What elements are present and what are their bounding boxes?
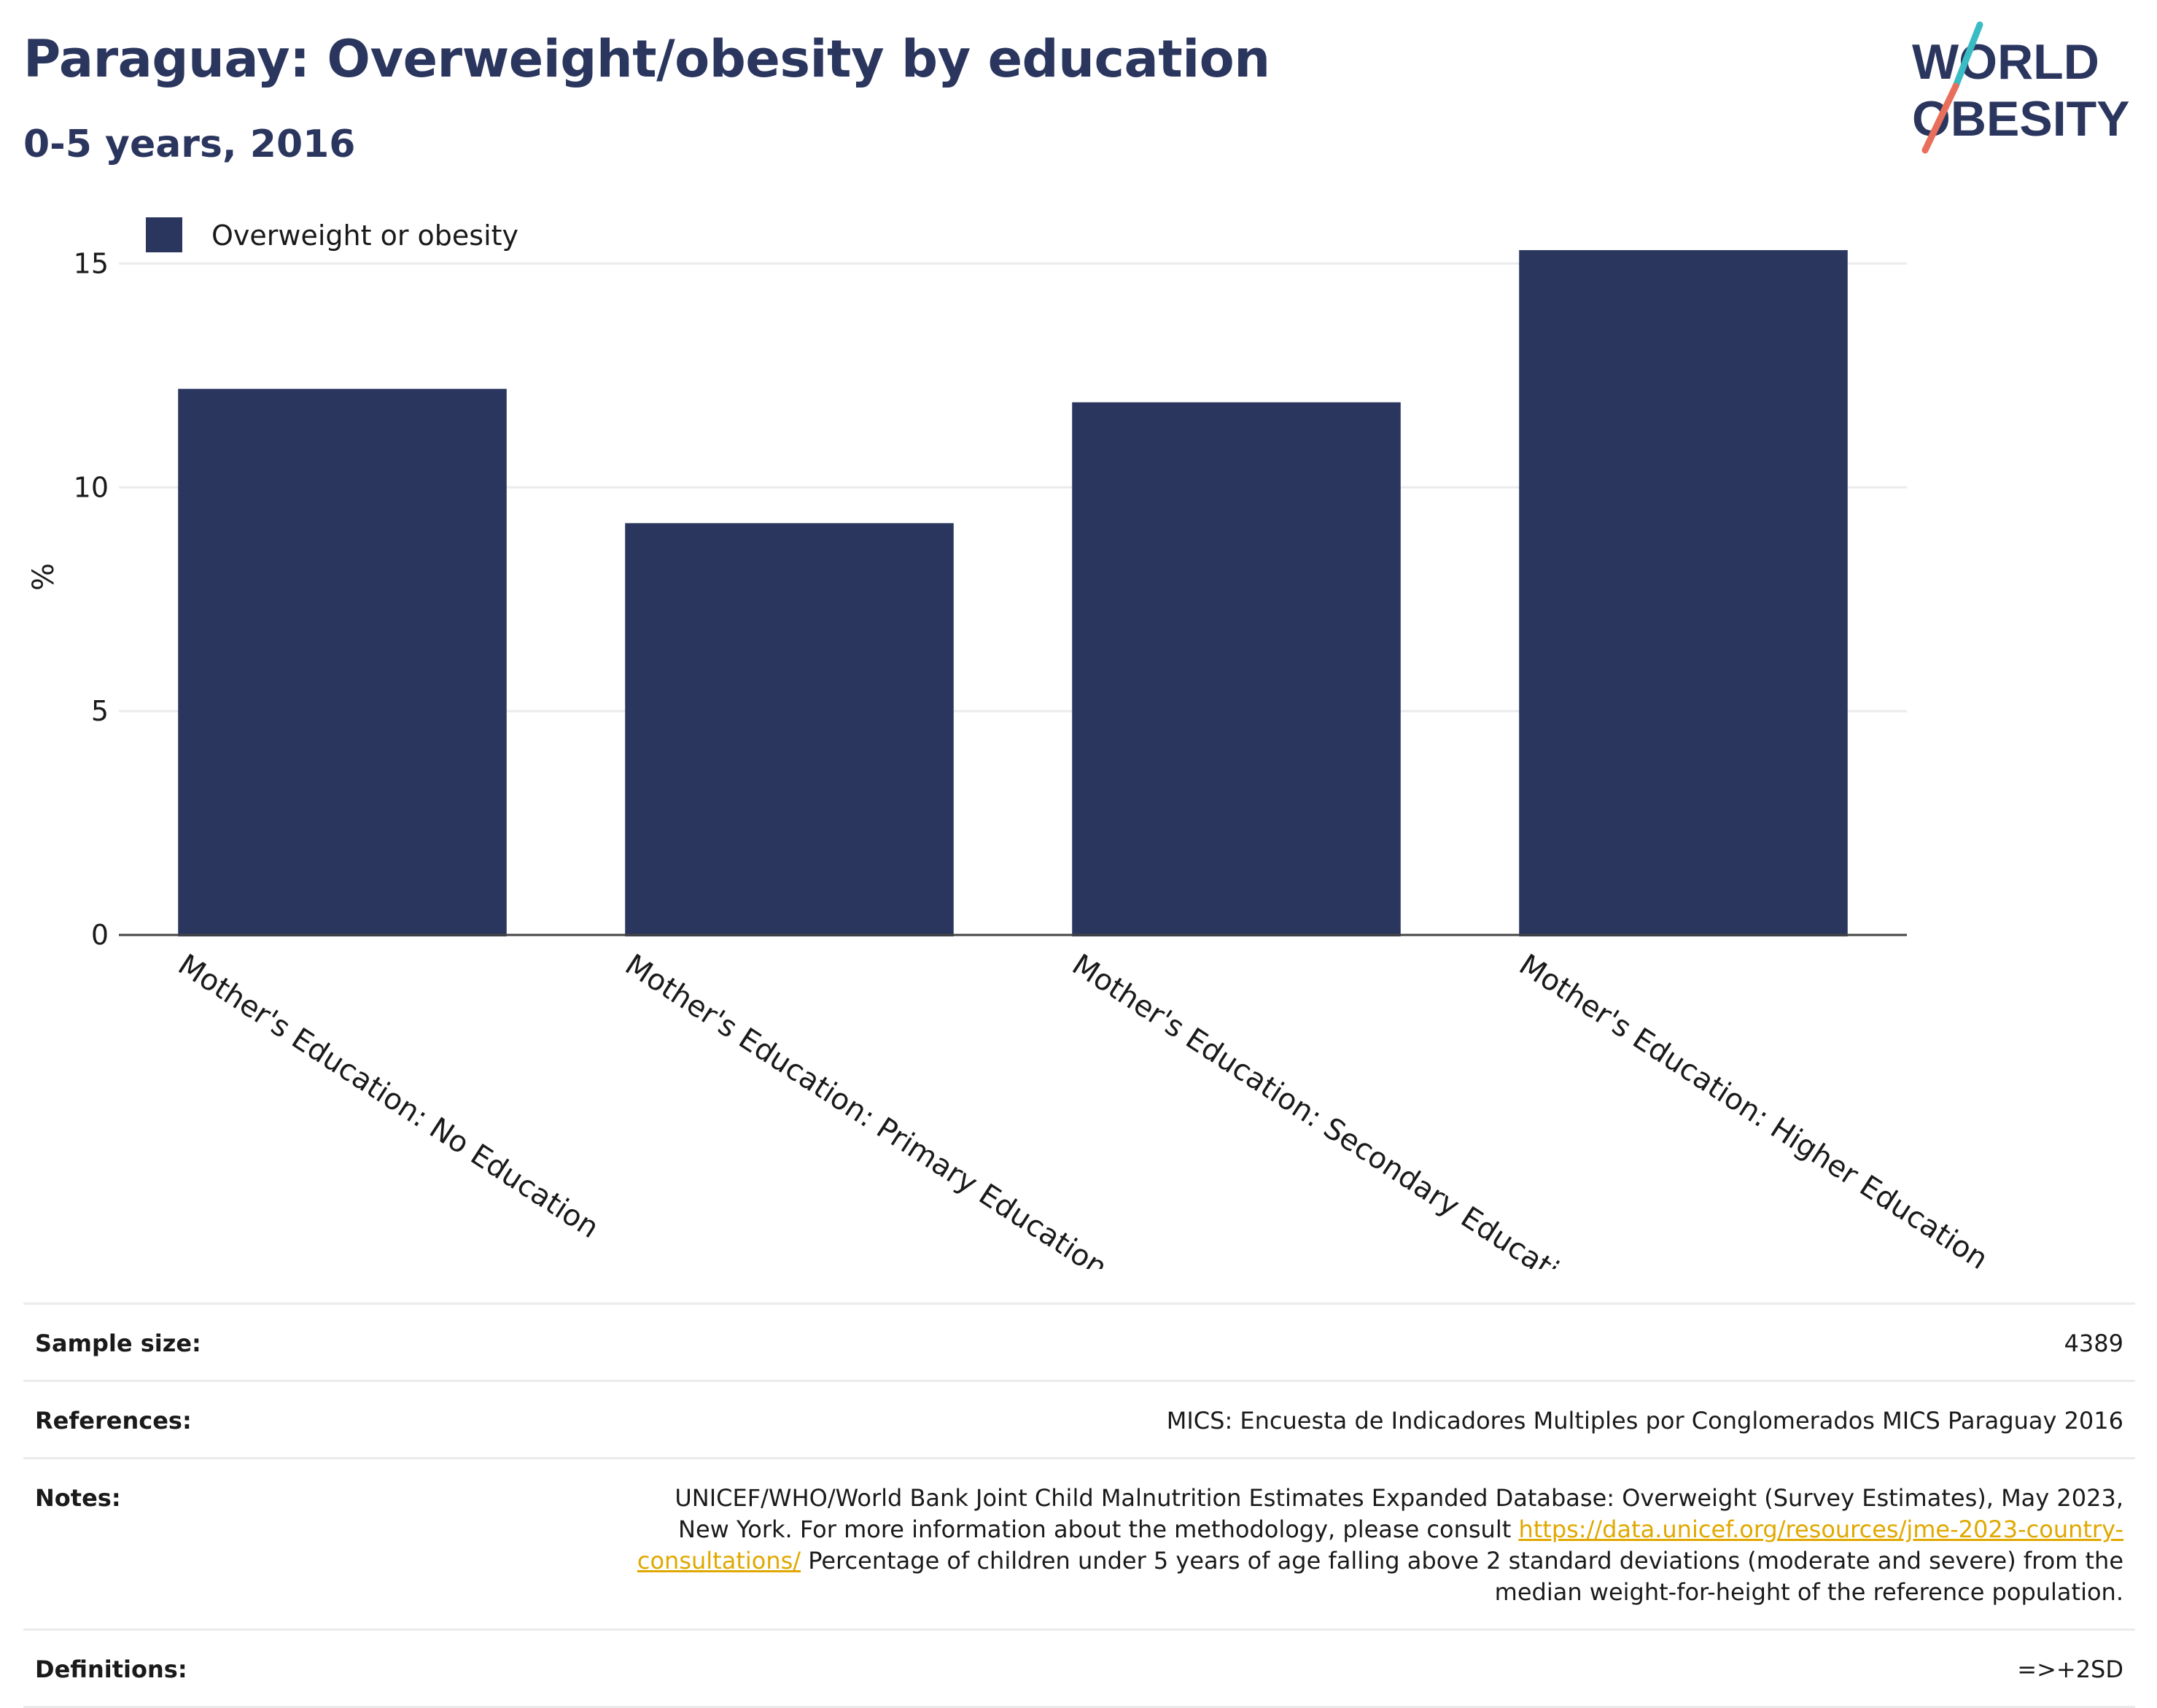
- bar: [1072, 402, 1401, 936]
- info-value: UNICEF/WHO/World Bank Joint Child Malnut…: [621, 1483, 2123, 1608]
- bar: [178, 389, 507, 936]
- info-table: Sample size: 4389 References: MICS: Encu…: [23, 1303, 2135, 1708]
- info-value: =>+2SD: [2017, 1655, 2123, 1683]
- logo-slash-coral: [1921, 82, 1959, 154]
- x-tick-label: Mother's Education: No Education: [172, 948, 605, 1245]
- info-label: References:: [35, 1407, 192, 1435]
- legend-label: Overweight or obesity: [211, 220, 518, 252]
- methodology-link[interactable]: https://data.unicef.org/resources/jme-20…: [637, 1515, 2123, 1575]
- x-tick-label: Mother's Education: Secondary Education: [1066, 948, 1595, 1269]
- logo-line-2: OBESITY: [1912, 91, 2130, 147]
- x-tick-label: Mother's Education: Primary Education: [619, 948, 1113, 1269]
- y-tick-label: 10: [74, 471, 109, 503]
- info-row-sample-size: Sample size: 4389: [23, 1303, 2135, 1380]
- y-tick-label: 5: [91, 695, 109, 727]
- x-tick-label: Mother's Education: Higher Education: [1513, 948, 1994, 1269]
- notes-text-after: Percentage of children under 5 years of …: [801, 1547, 2123, 1606]
- info-value: MICS: Encuesta de Indicadores Multiples …: [1166, 1407, 2123, 1435]
- y-axis-label: %: [27, 563, 61, 591]
- bar: [625, 523, 954, 936]
- bar: [1519, 249, 1848, 936]
- y-tick-label: 15: [74, 247, 109, 279]
- info-value: 4389: [2064, 1329, 2123, 1357]
- notes-text-before: UNICEF/WHO/World Bank Joint Child Malnut…: [675, 1484, 2123, 1543]
- page-title: Paraguay: Overweight/obesity by educatio…: [23, 29, 1270, 89]
- info-label: Sample size:: [35, 1329, 201, 1357]
- info-label: Definitions:: [35, 1655, 187, 1683]
- world-obesity-logo: WORLD OBESITY: [1912, 21, 2130, 154]
- logo-line-1: WORLD: [1912, 34, 2099, 90]
- page-subtitle: 0-5 years, 2016: [23, 123, 356, 166]
- y-tick-label: 0: [91, 919, 109, 951]
- info-label: Notes:: [35, 1484, 121, 1512]
- info-row-references: References: MICS: Encuesta de Indicadore…: [23, 1380, 2135, 1457]
- logo-slash-teal: [1952, 21, 1983, 90]
- info-row-notes: Notes: UNICEF/WHO/World Bank Joint Child…: [23, 1457, 2135, 1629]
- legend-swatch: [146, 217, 182, 252]
- info-row-definitions: Definitions: =>+2SD: [23, 1629, 2135, 1708]
